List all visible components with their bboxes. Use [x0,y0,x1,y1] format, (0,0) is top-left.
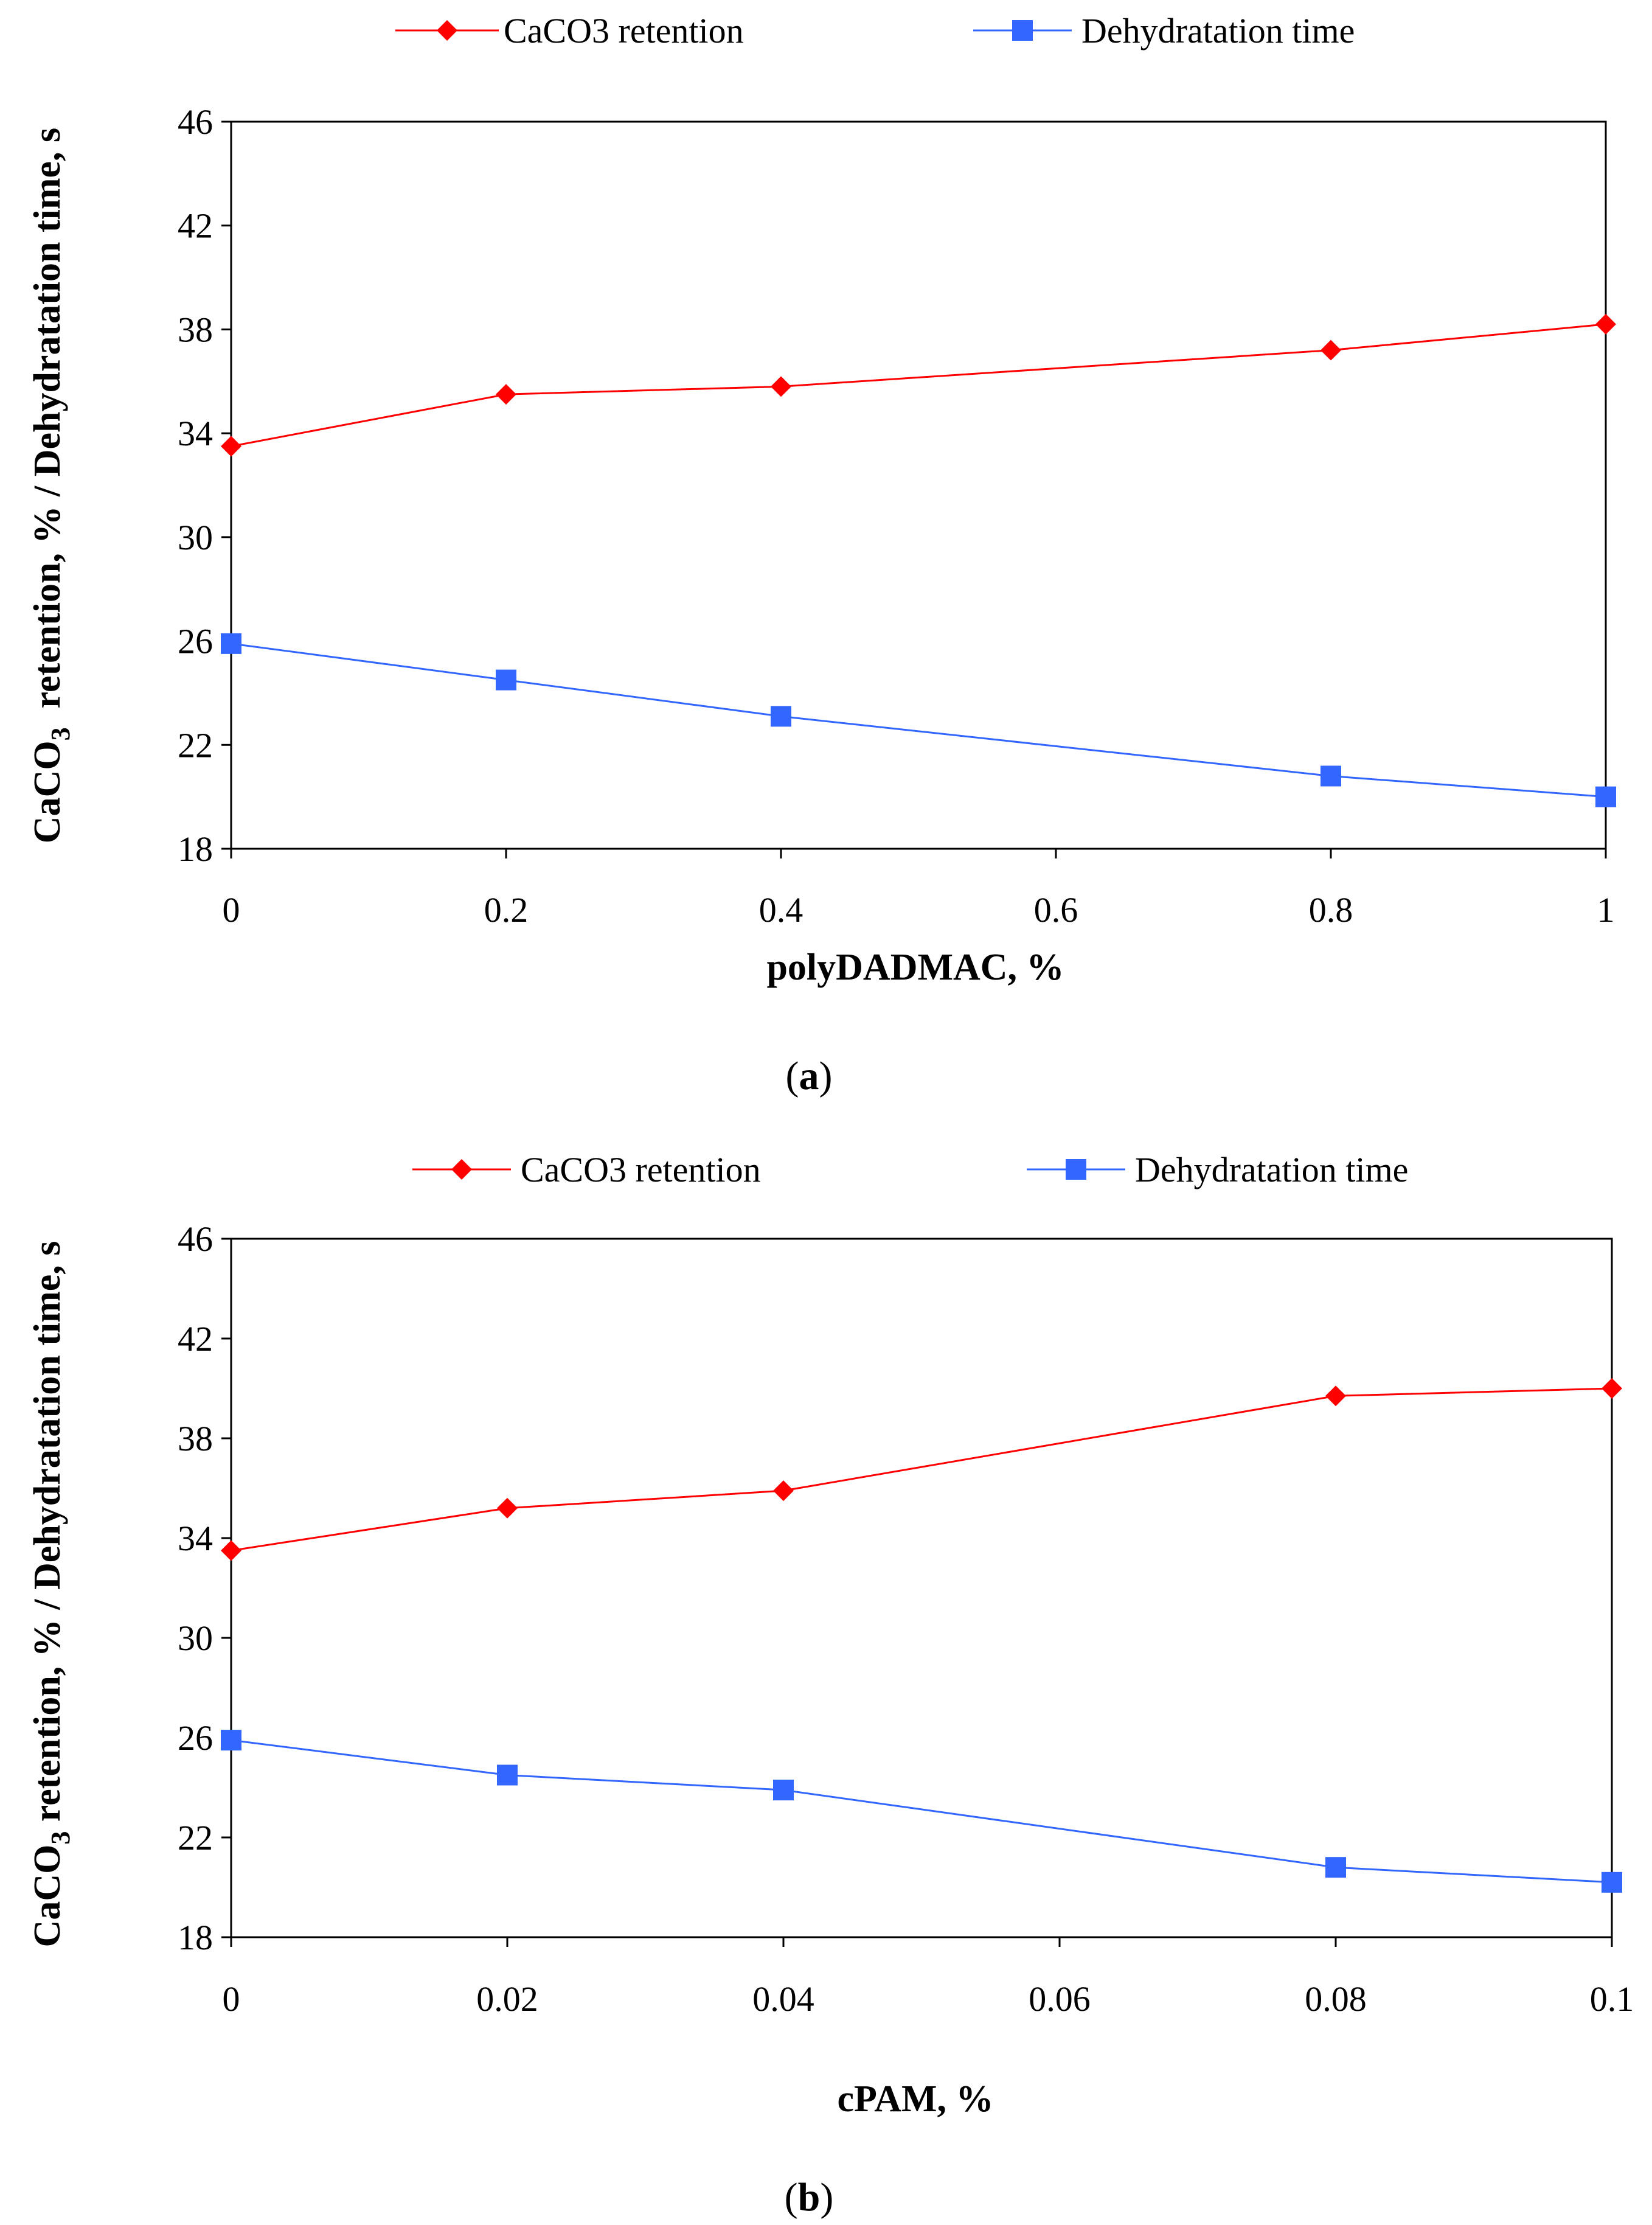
y-tick-label: 34 [178,414,213,453]
x-tick-label: 1 [1597,890,1615,930]
panel-label-a-letter: a [799,1054,819,1098]
x-tick-label: 0.04 [752,1979,814,2019]
dehydration-point [1602,1872,1622,1893]
x-axis-title-a: polyDADMAC, % [766,947,1064,988]
panel-label-b: (b) [785,2175,834,2220]
dehydration-point [496,669,516,691]
y-tick-label: 46 [178,1219,213,1259]
legend-a-dehydration-marker [1012,20,1033,41]
series-b [221,1378,1622,1893]
x-axis-a: 0 0.2 0.4 0.6 0.8 1 [223,849,1615,930]
panel-label-a: (a) [786,1054,833,1098]
plot-area-b [230,1238,1613,1938]
legend-a: CaCO3 retention Dehydratation time [395,11,1355,50]
y-axis-title-b: CaCO3 retention, % / Dehydratation time,… [27,1241,75,1948]
y-axis-title-a-subscript: 3 [46,727,75,740]
y-tick-label: 30 [178,518,213,557]
y-tick-label: 22 [178,1818,213,1858]
retention-point [497,1497,518,1519]
x-tick-label: 0.1 [1590,1979,1634,2019]
y-axis-title-a-part-1: CaCO [27,740,68,843]
retention-point [771,376,791,397]
x-tick-label: 0.02 [476,1979,538,2019]
legend-b-dehydration-marker [1066,1159,1086,1180]
dehydration-point [221,633,241,654]
y-axis-b: 18 22 26 30 34 38 42 46 [178,1219,231,1957]
series-a [221,313,1616,807]
y-tick-label: 38 [178,1419,213,1458]
y-tick-label: 46 [178,102,213,142]
retention-point [1321,339,1341,361]
plot-area-a [230,120,1607,850]
x-tick-label: 0.6 [1034,890,1078,930]
dehydration-point [1325,1857,1346,1878]
dehydration-point [773,1780,794,1801]
series-line-retention [231,1387,1612,1551]
legend-a-retention-marker [437,20,457,41]
retention-point [221,436,241,457]
retention-point [221,1540,241,1561]
dehydration-point [771,706,791,727]
x-tick-label: 0 [223,1979,240,2019]
legend-b-dehydration-label: Dehydratation time [1135,1150,1408,1189]
legend-b: CaCO3 retention Dehydratation time [412,1150,1408,1189]
dehydration-point [1595,786,1616,807]
y-axis-title-b-subscript: 3 [46,1831,75,1845]
retention-point [1602,1378,1622,1399]
dehydration-point [497,1764,518,1786]
y-axis-title-a-part-2: retention, % / Dehydratation time, s [27,128,68,728]
series-line-dehydration [231,1739,1612,1884]
panel-label-b-letter: b [798,2175,821,2220]
y-tick-label: 42 [178,1319,213,1359]
y-axis-title-a: CaCO3 retention, % / Dehydratation time,… [27,128,75,843]
y-axis-title-b-part-2: retention, % / Dehydratation time, s [27,1241,68,1831]
x-tick-label: 0.08 [1305,1979,1367,2019]
x-tick-label: 0.4 [759,890,803,930]
y-tick-label: 22 [178,725,213,765]
y-tick-label: 18 [178,1918,213,1957]
x-tick-label: 0.2 [484,890,529,930]
y-tick-label: 26 [178,1718,213,1758]
series-line-retention [231,323,1606,447]
y-tick-label: 30 [178,1618,213,1658]
dehydration-point [221,1730,241,1751]
x-axis-title-b: cPAM, % [837,2078,993,2120]
chart-panel-a: CaCO3 retention Dehydratation time 18 22 2… [27,11,1616,1098]
retention-point [496,384,516,405]
legend-a-dehydration-label: Dehydratation time [1081,11,1355,50]
legend-a-retention-label: CaCO3 retention [504,11,744,50]
y-tick-label: 18 [178,829,213,869]
y-tick-label: 26 [178,622,213,661]
y-tick-label: 38 [178,310,213,349]
y-axis-title-b-part-1: CaCO [27,1845,68,1948]
x-tick-label: 0.06 [1029,1979,1091,2019]
x-axis-b: 0 0.02 0.04 0.06 0.08 0.1 [223,1937,1634,2019]
y-axis-a: 18 22 26 30 34 38 42 46 [178,102,231,869]
y-tick-label: 42 [178,206,213,246]
y-tick-label: 34 [178,1519,213,1558]
x-tick-label: 0.8 [1309,890,1353,930]
retention-point [1595,313,1616,335]
retention-point [773,1480,794,1502]
chart-panel-b: CaCO3 retention Dehydratation time 18 22 2… [27,1150,1634,2220]
legend-b-retention-label: CaCO3 retention [521,1150,761,1189]
legend-b-retention-marker [451,1159,472,1180]
dehydration-point [1321,765,1341,787]
retention-point [1325,1385,1346,1407]
x-tick-label: 0 [223,890,240,930]
series-line-dehydration [231,642,1606,798]
